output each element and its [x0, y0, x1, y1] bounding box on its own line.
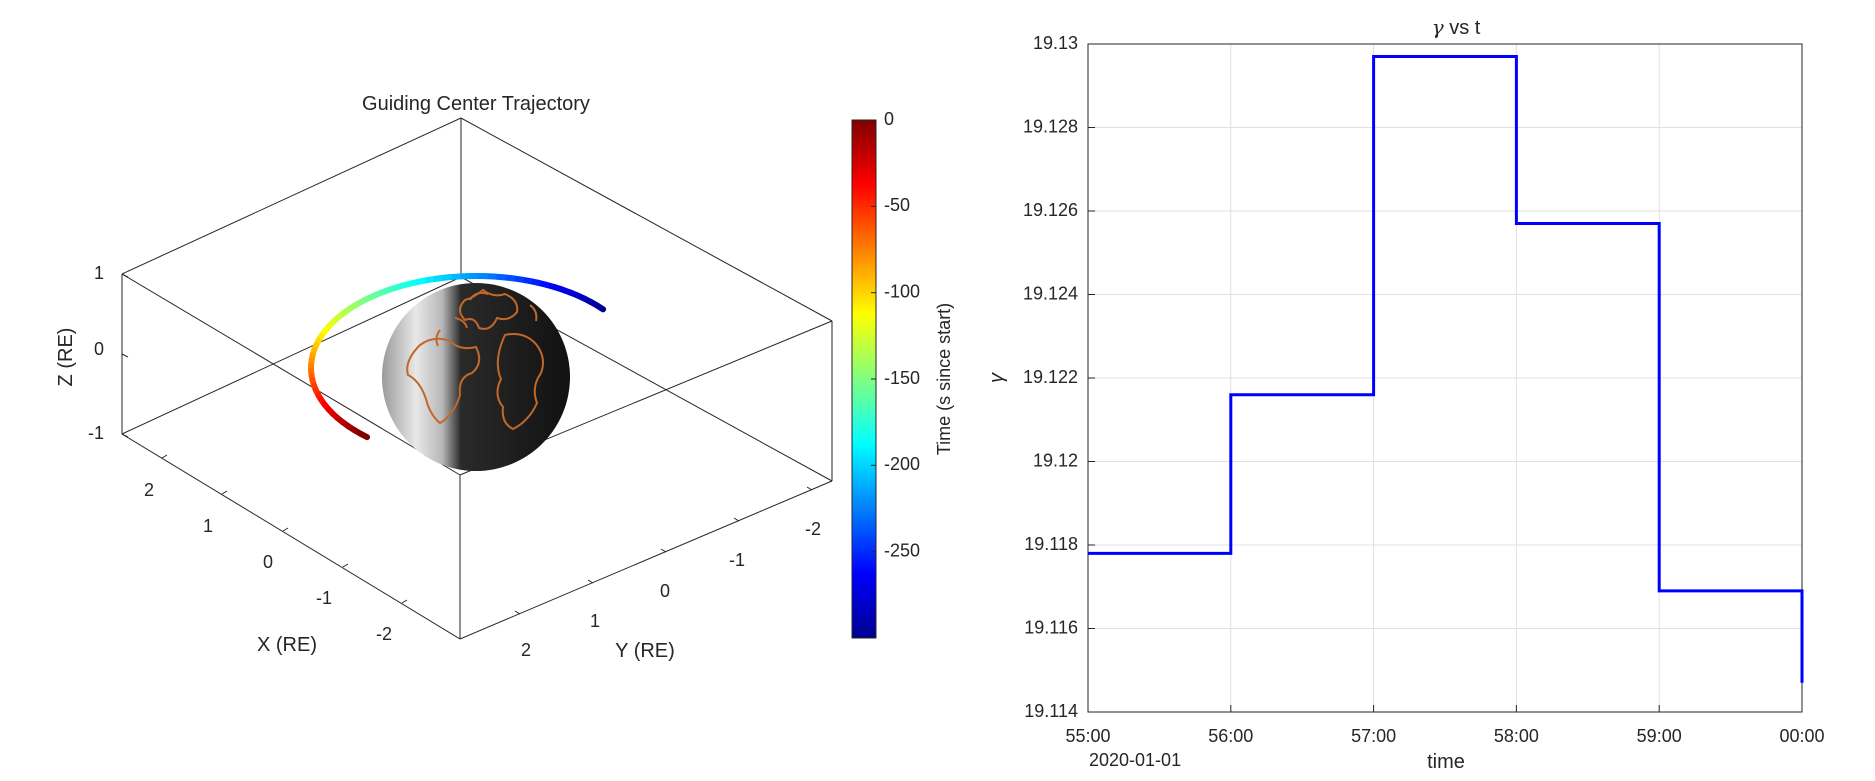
x-tick-label: 58:00: [1494, 726, 1539, 746]
x-axis-label: time: [1427, 751, 1465, 773]
y-tick-label: 19.128: [1023, 116, 1078, 136]
x-tick-label: 59:00: [1637, 726, 1682, 746]
y-tick-label: -2: [805, 519, 821, 539]
colorbar: 0 -50 -100 -150 -200 -250 Time (s since start…: [851, 109, 954, 639]
z-tick-label: 0: [94, 339, 104, 359]
z-axis-label: Z (RE): [55, 328, 77, 387]
gamma-plot-title: γ vs t: [1432, 15, 1481, 39]
z-tick-label: 1: [94, 263, 104, 283]
trajectory-3d-axes: Guiding Center Trajectory: [55, 93, 833, 662]
x-tick-label: 00:00: [1779, 726, 1824, 746]
x-axis-label: X (RE): [257, 634, 317, 656]
z-tick-label: -1: [88, 423, 104, 443]
y-tick-label: 1: [590, 611, 600, 631]
y-tick-label: -1: [729, 550, 745, 570]
y-ticks: 19.13 19.128 19.126 19.124 19.122 19.12 19.118…: [1023, 33, 1095, 721]
colorbar-tick-label: -50: [884, 195, 910, 215]
colorbar-tick-label: -250: [884, 540, 920, 560]
y-axis-label: Y (RE): [615, 640, 675, 662]
earth-sphere: [382, 283, 570, 471]
x-ticks: 2 1 0 -1 -2: [144, 480, 392, 644]
x-tick-label: 57:00: [1351, 726, 1396, 746]
x-tick-marks: [161, 454, 408, 604]
y-tick-label: 19.118: [1024, 534, 1078, 554]
title-symbol: γ: [1432, 15, 1444, 39]
y-tick-marks: [514, 486, 813, 615]
y-ticks: 2 1 0 -1 -2: [521, 519, 821, 660]
x-tick-label: 55:00: [1065, 726, 1110, 746]
y-axis-label: γ: [986, 372, 1008, 383]
y-tick-label: 19.122: [1023, 367, 1078, 387]
y-tick-label: 19.116: [1024, 617, 1078, 637]
x-ticks: 55:00 56:00 57:00 58:00 59:00 00:00: [1065, 705, 1825, 746]
x-tick-label: 2: [144, 480, 154, 500]
x-tick-label: 1: [203, 516, 213, 536]
z-ticks: 1 0 -1: [88, 263, 104, 443]
y-tick-label: 19.13: [1033, 33, 1078, 53]
colorbar-tick-label: -200: [884, 454, 920, 474]
y-tick-label: 0: [660, 581, 670, 601]
y-tick-label: 19.12: [1033, 450, 1078, 470]
y-tick-label: 19.124: [1023, 283, 1078, 303]
x-tick-label: -1: [316, 588, 332, 608]
trajectory-title: Guiding Center Trajectory: [362, 93, 590, 115]
colorbar-tick-label: -100: [884, 281, 920, 301]
colorbar-tick-label: 0: [884, 109, 894, 129]
date-label: 2020-01-01: [1089, 750, 1181, 770]
earth-coastlines: [406, 288, 544, 431]
gamma-vs-time-axes: γ vs t 19.1319.12819.12619.12419.12219.1…: [986, 15, 1825, 773]
gamma-series-line: [1088, 55, 1804, 683]
y-tick-label: 2: [521, 640, 531, 660]
x-tick-label: 56:00: [1208, 726, 1253, 746]
colorbar-tick-label: -150: [884, 368, 920, 388]
x-tick-label: -2: [376, 624, 392, 644]
trajectory-segment: [357, 430, 371, 441]
title-rest: vs t: [1444, 17, 1481, 39]
colorbar-label: Time (s since start): [934, 303, 954, 455]
trajectory-path: [308, 273, 607, 441]
z-tick-marks: [121, 273, 129, 438]
x-tick-label: 0: [263, 552, 273, 572]
y-tick-label: 19.114: [1024, 701, 1078, 721]
colorbar-ticks: 0 -50 -100 -150 -200 -250: [871, 109, 920, 560]
y-tick-label: 19.126: [1023, 200, 1078, 220]
